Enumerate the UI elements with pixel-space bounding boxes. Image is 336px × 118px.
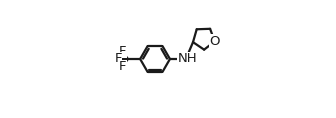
Text: NH: NH [178,53,197,65]
Text: O: O [209,35,220,48]
Text: F: F [119,60,126,74]
Text: F: F [119,44,126,58]
Text: F: F [114,53,122,65]
